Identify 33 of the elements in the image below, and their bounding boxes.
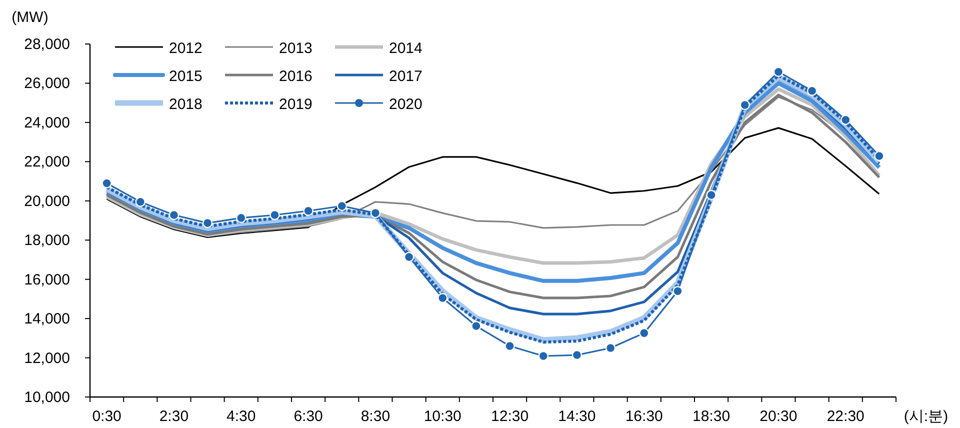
- y-tick-label: 10,000: [24, 389, 70, 406]
- y-tick-label: 12,000: [24, 350, 70, 367]
- legend-label: 2012: [169, 40, 202, 57]
- y-tick-label: 20,000: [24, 192, 70, 210]
- x-tick-label: 20:30: [760, 408, 798, 425]
- y-tick-label: 22,000: [24, 154, 70, 171]
- x-tick-label: 18:30: [692, 408, 730, 425]
- y-tick-label: 28,000: [24, 36, 70, 53]
- y-tick-label: 16,000: [24, 271, 70, 288]
- x-tick-label: 10:30: [424, 408, 462, 425]
- x-tick-label: 6:30: [294, 408, 323, 425]
- legend-label: 2018: [169, 96, 202, 113]
- legend-label: 2020: [389, 96, 422, 113]
- y-axis-title: (MW): [12, 9, 48, 26]
- legend-label: 2016: [279, 68, 312, 85]
- x-tick-label: 0:30: [92, 408, 122, 425]
- legend-label: 2013: [279, 40, 312, 57]
- x-tick-label: 4:30: [226, 408, 256, 425]
- y-tick-label: 14,000: [24, 310, 70, 328]
- x-tick-label: 12:30: [491, 408, 529, 425]
- y-tick-label: 24,000: [24, 114, 70, 132]
- legend-label: 2019: [279, 96, 312, 113]
- legend-label: 2017: [389, 68, 422, 85]
- x-tick-label: 14:30: [558, 408, 596, 425]
- x-tick-label: 22:30: [826, 408, 864, 425]
- y-tick-label: 26,000: [24, 75, 70, 92]
- legend-label: 2014: [389, 40, 422, 57]
- legend-label: 2015: [169, 68, 202, 85]
- y-tick-label: 18,000: [24, 232, 70, 250]
- x-tick-label: 2:30: [159, 408, 189, 425]
- x-tick-label: 16:30: [625, 408, 663, 425]
- x-axis-title: (시:분): [904, 408, 948, 425]
- x-tick-label: 8:30: [360, 408, 390, 425]
